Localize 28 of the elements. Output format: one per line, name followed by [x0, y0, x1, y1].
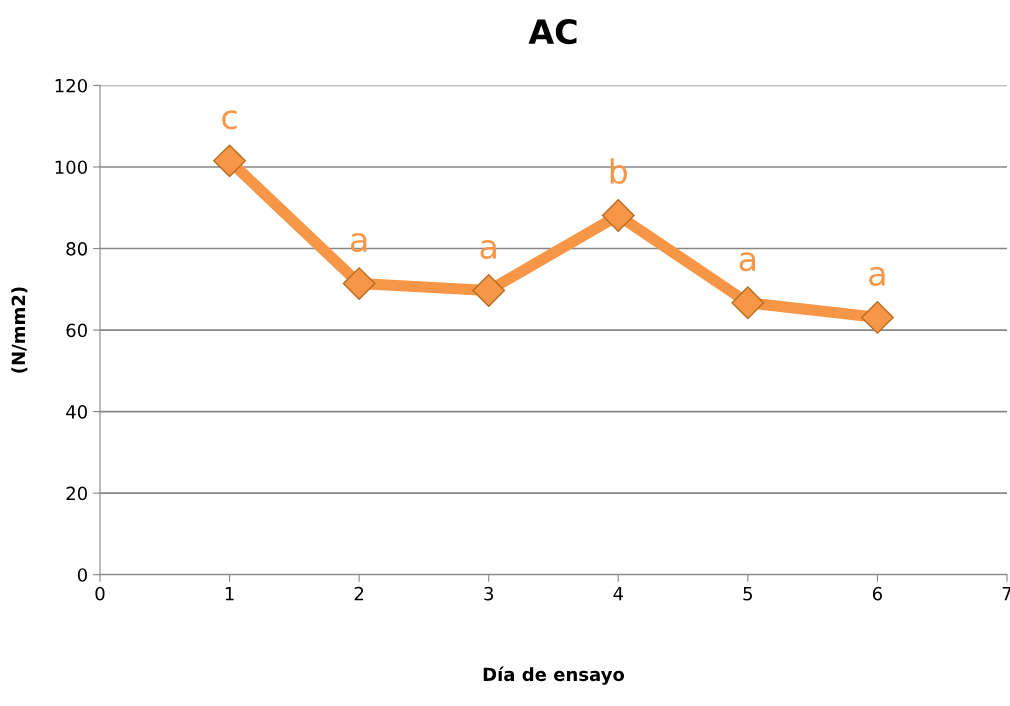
annotation: a — [869, 266, 885, 286]
annotation: a — [739, 252, 756, 272]
y-tick-label: 20 — [66, 486, 87, 501]
x-axis-title: Día de ensayo — [483, 666, 625, 685]
chart-title: AC — [528, 19, 577, 45]
y-tick-label: 60 — [66, 323, 87, 338]
annotation: a — [350, 232, 367, 253]
x-tick-label: 3 — [484, 586, 493, 601]
annotation: b — [610, 158, 628, 185]
point — [213, 144, 246, 178]
point — [472, 274, 506, 307]
y-tick-label: 40 — [66, 405, 87, 419]
point — [731, 286, 765, 320]
x-tick-label: 6 — [872, 586, 883, 601]
x-tick-label: 5 — [743, 587, 752, 601]
y-axis-title: (N/mm2) — [11, 287, 28, 373]
x-tick-label: 2 — [354, 586, 364, 601]
y-tick-label: 0 — [77, 568, 87, 582]
x-tick-label: 4 — [613, 587, 623, 601]
point — [601, 199, 635, 232]
x-tick-label: 1 — [225, 587, 234, 601]
y-tick-label: 120 — [55, 78, 87, 93]
y-tick-label: 80 — [66, 241, 87, 256]
annotation: c — [222, 110, 237, 130]
y-tick-label: 100 — [55, 160, 87, 175]
point — [860, 301, 894, 334]
point — [342, 267, 376, 300]
x-tick-label: 0 — [95, 586, 105, 601]
